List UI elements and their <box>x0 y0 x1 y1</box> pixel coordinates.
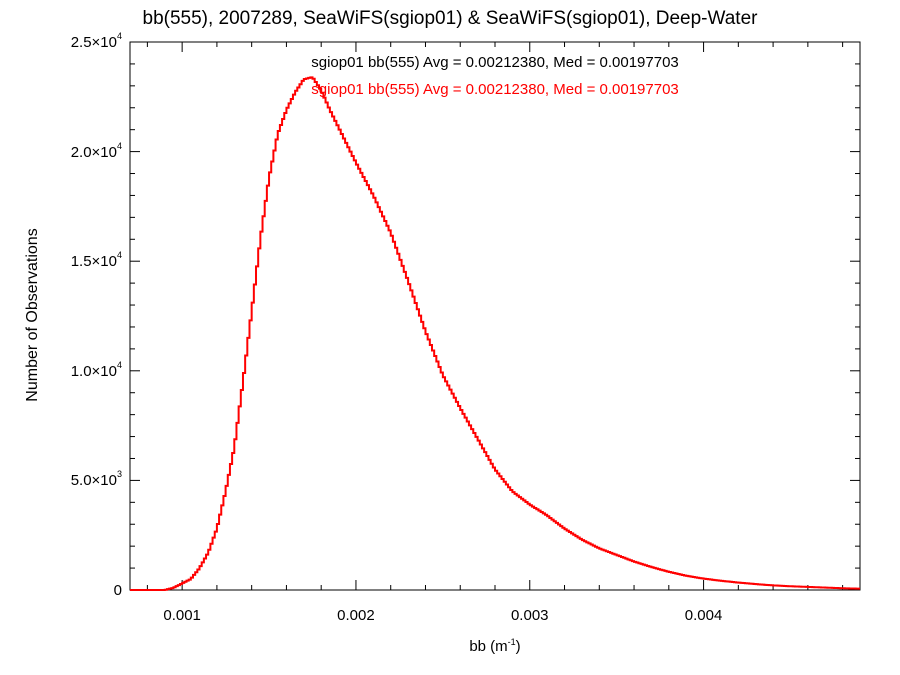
x-axis-label-close: ) <box>515 638 521 655</box>
y-tick-mantissa: 1.5×10 <box>70 253 117 271</box>
y-tick-exponent: 4 <box>116 359 122 370</box>
y-tick-label: 2.5×104 <box>30 31 122 51</box>
x-tick-label: 0.001 <box>163 607 201 624</box>
annotation-black: sgiop01 bb(555) Avg = 0.00212380, Med = … <box>311 54 679 71</box>
y-tick-exponent: 4 <box>116 140 122 151</box>
tick-marks <box>130 41 860 591</box>
y-tick-label: 1.5×104 <box>30 250 122 270</box>
y-tick-mantissa: 5.0×10 <box>70 472 117 490</box>
x-tick-label: 0.004 <box>684 607 723 624</box>
histogram-step-line <box>130 76 860 591</box>
y-tick-exponent: 4 <box>116 31 122 41</box>
x-axis-label-base: bb (m <box>469 638 508 655</box>
y-tick-mantissa: 0 <box>113 582 122 599</box>
y-tick-exponent: 3 <box>116 469 122 480</box>
x-axis-label: bb (m-1) <box>130 637 860 655</box>
plot-frame <box>129 41 861 591</box>
y-tick-label: 1.0×104 <box>30 360 122 380</box>
y-tick-label: 0 <box>30 579 122 599</box>
y-tick-mantissa: 2.5×10 <box>70 34 117 51</box>
y-tick-mantissa: 2.0×10 <box>70 143 117 161</box>
y-tick-label: 5.0×103 <box>30 469 122 489</box>
y-tick-exponent: 4 <box>116 250 122 261</box>
chart-title: bb(555), 2007289, SeaWiFS(sgiop01) & Sea… <box>142 8 758 29</box>
x-axis-label-exponent: -1 <box>507 637 516 647</box>
x-tick-label: 0.002 <box>337 607 375 624</box>
x-tick-label: 0.003 <box>510 607 549 624</box>
y-tick-label: 2.0×104 <box>30 141 122 161</box>
annotation-red: sgiop01 bb(555) Avg = 0.00212380, Med = … <box>311 81 679 98</box>
y-tick-mantissa: 1.0×10 <box>70 362 117 380</box>
